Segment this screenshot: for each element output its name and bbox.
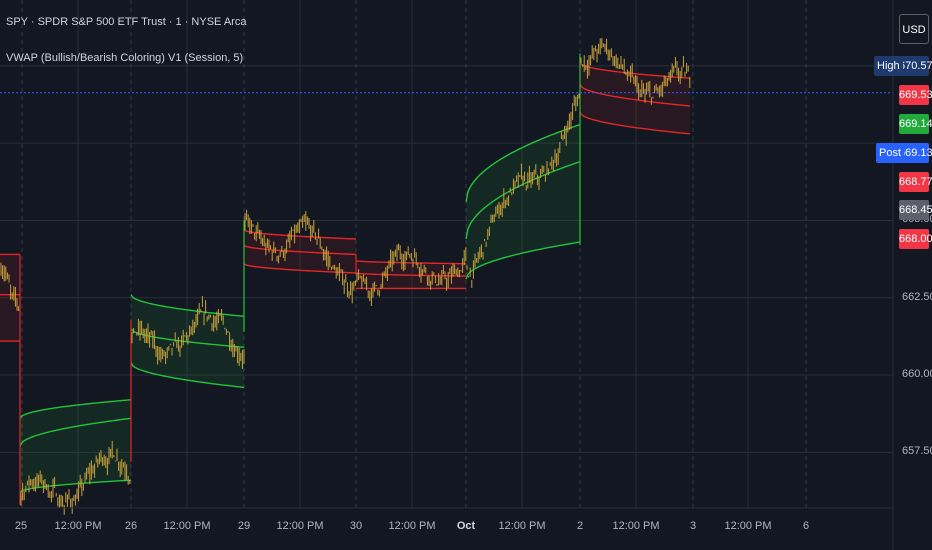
price-axis-label: 660.00 [902,368,932,381]
time-axis-label: 12:00 PM [54,520,102,532]
currency-button[interactable]: USD [899,14,929,44]
vwap-upper-band [19,399,132,419]
price-bars [0,37,691,515]
symbol-title[interactable]: SPY · SPDR S&P 500 ETF Trust · 1 · NYSE … [6,16,247,28]
time-axis-label: 6 [802,520,810,532]
vwap-line [355,272,467,277]
price-tag: 668.00 [899,229,932,249]
vwap-band-fill [20,399,131,493]
vwap-line [243,244,357,256]
price-tag: 669.53 [899,85,932,105]
vwap-line [579,83,691,107]
price-tag: 669.13 [899,143,932,163]
high-label-tag: High [874,56,903,76]
vwap-band-fill [0,254,20,342]
vwap-bands [0,53,691,505]
price-tag: 668.45 [899,200,932,220]
time-axis-label: 12:00 PM [724,520,772,532]
price-axis-label: 657.50 [902,445,932,458]
time-axis-label: 12:00 PM [498,520,546,532]
vwap-line [19,417,132,447]
time-axis-label: 30 [349,520,363,532]
vwap-upper-band [355,259,467,265]
price-tag: 670.57 [899,56,932,76]
price-axis-label: 662.50 [902,290,932,303]
vwap-upper-band [243,229,357,240]
time-axis-label: 26 [124,520,138,532]
grid [0,0,893,508]
post-label-tag: Post [876,143,905,163]
vwap-lower-band [579,111,691,135]
time-axis-label: 25 [14,520,28,532]
time-axis-label: 12:00 PM [612,520,660,532]
time-axis-label: 2 [576,520,584,532]
time-axis-label: 12:00 PM [388,520,436,532]
time-axis-label: 12:00 PM [163,520,211,532]
vwap-lower-band [465,241,581,280]
indicator-title[interactable]: VWAP (Bullish/Bearish Coloring) V1 (Sess… [6,52,244,64]
time-axis-label: 29 [237,520,251,532]
vwap-upper-band [130,294,245,317]
time-axis-label: 12:00 PM [276,520,324,532]
vwap-lower-band [130,362,245,389]
time-axis-label: 3 [689,520,697,532]
price-tag: 669.14 [899,114,932,134]
price-tag: 668.77 [899,172,932,192]
vwap-band-fill [580,62,690,134]
vwap-upper-band [579,62,691,79]
time-axis-label: Oct [456,520,476,532]
